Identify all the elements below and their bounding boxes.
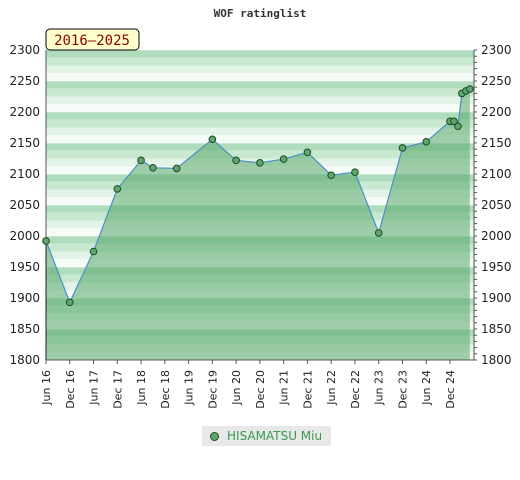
data-point — [149, 164, 157, 172]
data-point — [65, 298, 74, 307]
legend: HISAMATSU Miu — [202, 426, 332, 446]
period-badge-text: 2016–2025 — [54, 33, 130, 49]
background-band — [46, 150, 474, 159]
y-tick-label-right: 1950 — [481, 260, 512, 274]
background-band — [46, 96, 474, 105]
data-point — [208, 135, 217, 144]
data-point — [279, 155, 288, 163]
x-tick-label: Dec 22 — [349, 370, 362, 409]
x-tick-label: Jun 17 — [88, 370, 101, 406]
data-point — [374, 229, 383, 237]
background-band — [46, 143, 474, 151]
data-point — [42, 237, 50, 245]
x-tick-label: Dec 24 — [444, 370, 457, 409]
background-band — [46, 65, 474, 74]
chart-title: WOF ratinglist — [214, 7, 307, 20]
y-tick-label-left: 1850 — [9, 322, 40, 336]
data-point — [232, 156, 240, 165]
y-tick-label-left: 2200 — [9, 105, 40, 119]
x-tick-label: Dec 16 — [64, 370, 77, 409]
data-point — [450, 117, 458, 126]
data-point — [256, 159, 264, 167]
x-tick-label: Dec 21 — [301, 370, 314, 409]
background-band — [46, 73, 474, 81]
axes — [45, 49, 477, 364]
y-tick-label-left: 2100 — [9, 167, 40, 181]
background-band — [46, 119, 474, 128]
data-point — [89, 247, 98, 256]
y-tick-label-right: 2300 — [481, 43, 512, 57]
y-tick-label-left: 2250 — [9, 74, 40, 88]
y-tick-label-right: 2200 — [481, 105, 512, 119]
x-tick-label: Dec 20 — [254, 370, 267, 409]
background-band — [46, 104, 474, 112]
background-band — [46, 88, 474, 97]
data-point — [466, 85, 474, 93]
y-tick-label-right: 2250 — [481, 74, 512, 88]
y-tick-label-right: 1900 — [481, 291, 512, 305]
x-tick-label: Jun 22 — [325, 370, 338, 406]
legend-marker-icon — [210, 431, 219, 441]
x-tick-label: Dec 18 — [159, 370, 172, 409]
y-tick-labels-left: 1800 1850 1900 1950 2000 2050 2100 2150 2200 2250… — [9, 43, 40, 367]
y-tick-label-left: 2050 — [9, 198, 40, 212]
data-point — [398, 144, 407, 152]
data-point — [303, 148, 312, 157]
data-point — [327, 171, 335, 180]
data-point — [351, 168, 359, 176]
y-tick-label-left: 1950 — [9, 260, 40, 274]
x-tick-label: Dec 23 — [396, 370, 409, 409]
y-tick-label-right: 2000 — [481, 229, 512, 243]
background-band — [46, 127, 474, 136]
y-tick-label-right: 2050 — [481, 198, 512, 212]
background-band — [46, 112, 474, 120]
x-tick-label: Dec 19 — [206, 370, 219, 409]
y-tick-label-left: 2300 — [9, 43, 40, 57]
data-points — [42, 85, 474, 307]
period-badge: 2016–2025 — [45, 28, 140, 51]
background-band — [46, 57, 474, 66]
y-tick-label-right: 2150 — [481, 136, 512, 150]
y-tick-label-left: 1900 — [9, 291, 40, 305]
y-tick-label-left: 2150 — [9, 136, 40, 150]
rating-area — [46, 89, 470, 360]
x-tick-label: Jun 19 — [183, 370, 196, 406]
background-band — [46, 81, 474, 89]
x-tick-label: Jun 21 — [278, 370, 291, 406]
x-tick-label: Dec 17 — [111, 370, 124, 409]
data-point — [113, 185, 122, 193]
y-tick-label-left: 2000 — [9, 229, 40, 243]
data-point — [137, 156, 145, 165]
data-point — [422, 137, 431, 146]
y-tick-labels-right: 1800 1850 1900 1950 2000 2050 2100 2150 2200 2250… — [481, 43, 512, 367]
x-tick-label: Jun 20 — [230, 370, 243, 406]
y-tick-label-right: 2100 — [481, 167, 512, 181]
background-band — [46, 135, 474, 143]
background-band — [46, 50, 474, 58]
y-tick-label-left: 1800 — [9, 353, 40, 367]
x-tick-label: Jun 18 — [135, 370, 148, 406]
x-tick-labels: Jun 16 Dec 16 Jun 17 Dec 17 Jun 18 Dec 18 Jun … — [40, 370, 457, 409]
x-tick-label: Jun 24 — [420, 370, 433, 406]
data-point — [172, 164, 181, 173]
x-tick-label: Jun 23 — [373, 370, 386, 406]
y-tick-label-right: 1850 — [481, 322, 512, 336]
data-point — [454, 122, 462, 131]
y-tick-label-right: 1800 — [481, 353, 512, 367]
legend-label: HISAMATSU Miu — [227, 429, 323, 443]
x-tick-label: Jun 16 — [40, 370, 53, 406]
